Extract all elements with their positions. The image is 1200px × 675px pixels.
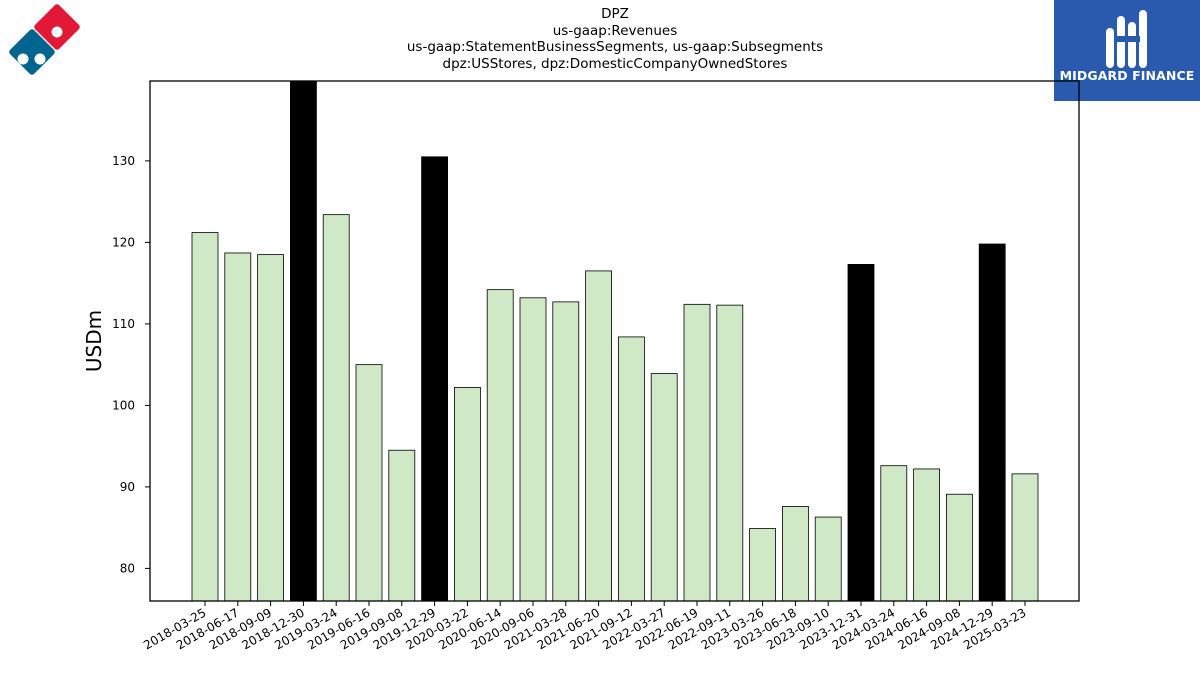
bar-2024-03-24	[880, 465, 908, 602]
midgard-finance-wordmark: MIDGARD FINANCE	[1059, 68, 1195, 83]
chart-title: DPZ	[601, 6, 629, 22]
bar-2020-03-22	[453, 387, 481, 602]
bar-2019-06-16	[355, 364, 383, 602]
plot-frame	[149, 80, 1080, 602]
y-tick-label-120: 120	[112, 235, 135, 249]
bar-2023-12-31	[847, 263, 875, 602]
y-tick-label-110: 110	[112, 317, 135, 331]
chart-subtitle-axes: us-gaap:StatementBusinessSegments, us-ga…	[406, 39, 824, 55]
y-axis-label: USDm	[82, 310, 106, 372]
y-tick-label-90: 90	[120, 480, 135, 494]
bar-2018-12-30	[289, 80, 317, 602]
bar-2019-12-29	[421, 156, 449, 602]
dominos-logo-red-tile	[34, 4, 80, 50]
dominos-logo-icon	[9, 4, 80, 75]
bar-2018-03-25	[191, 232, 219, 602]
bar-2024-09-08	[946, 493, 973, 602]
bar-2021-09-12	[618, 336, 645, 602]
bar-2022-06-19	[683, 303, 711, 602]
y-tick-label-100: 100	[112, 398, 135, 412]
bar-2020-09-06	[519, 297, 547, 602]
bar-2019-09-08	[388, 449, 416, 602]
bar-2024-12-29	[978, 243, 1006, 602]
y-axis: 80 90 100 110 120 130	[112, 154, 150, 575]
bar-2021-06-20	[585, 270, 612, 602]
bar-2019-03-24	[322, 214, 350, 602]
midgard-finance-logo-icon	[1106, 10, 1147, 68]
chart-title-block: DPZ us-gaap:Revenues us-gaap:StatementBu…	[315, 6, 915, 72]
bar-2024-06-16	[913, 468, 940, 602]
bar-2025-03-23	[1011, 473, 1039, 602]
bar-2018-09-09	[257, 254, 285, 602]
bar-2023-03-26	[749, 528, 776, 602]
bars-layer	[191, 80, 1039, 602]
y-tick-label-130: 130	[112, 154, 135, 168]
chart-subtitle-concept: us-gaap:Revenues	[552, 22, 678, 39]
x-axis: 2018-03-252018-06-172018-09-092018-12-30…	[141, 601, 1029, 652]
bar-2022-03-27	[650, 373, 678, 602]
midgard-finance-logo: MIDGARD FINANCE	[1054, 0, 1200, 101]
dominos-logo-blue-tile	[9, 29, 55, 75]
bar-2021-03-28	[552, 301, 580, 602]
chart-subtitle-members: dpz:USStores, dpz:DomesticCompanyOwnedSt…	[442, 55, 788, 72]
y-tick-label-80: 80	[120, 561, 135, 575]
bar-2023-06-18	[782, 506, 809, 602]
bar-2023-09-10	[814, 516, 842, 602]
bar-2018-06-17	[224, 252, 252, 602]
bar-2022-09-11	[716, 304, 744, 602]
bar-2020-06-14	[486, 289, 514, 602]
